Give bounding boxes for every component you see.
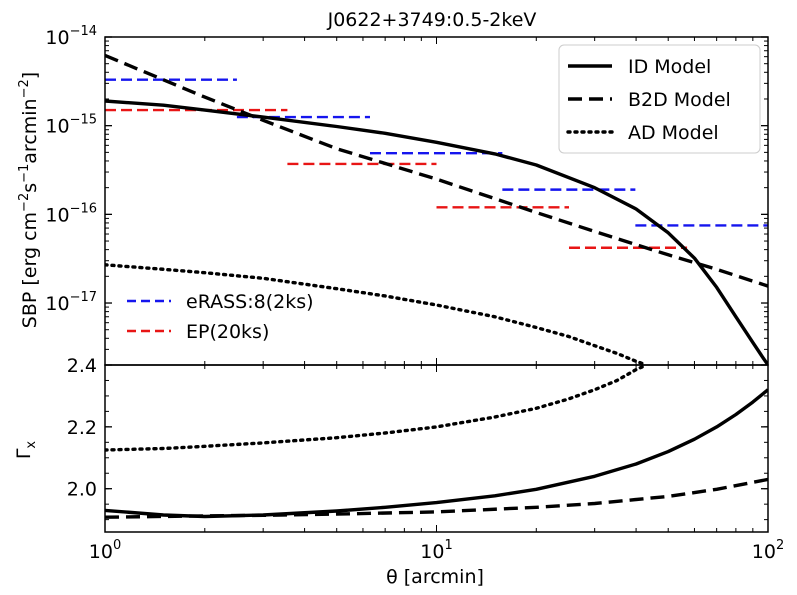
legend-label-obs: eRASS:8(2ks) <box>186 291 314 313</box>
top-data-layer <box>105 53 768 365</box>
bottom-panel-frame <box>104 364 769 533</box>
top-series-ad-model <box>105 263 649 365</box>
bottom-data-layer <box>105 365 768 519</box>
bottom-y-tick-label: 2.2 <box>67 417 97 439</box>
bottom-panel-plot: 2.4 2.2 2.0 100 101 102 <box>67 355 784 563</box>
bottom-y-axis-label: Γx <box>13 441 39 460</box>
bottom-y-tick-label: 2.0 <box>67 479 97 501</box>
x-tick-label: 100 <box>89 538 121 563</box>
x-tick-label: 101 <box>420 538 452 563</box>
chart-title: J0622+3749:0.5-2keV <box>327 9 537 31</box>
bottom-series-b2d-model <box>105 477 768 519</box>
top-y-tick-label: 10−14 <box>45 24 97 49</box>
top-y-tick-label: 10−15 <box>45 113 97 138</box>
top-series-b2d-model <box>105 53 768 288</box>
legend-label-b2d-model: B2D Model <box>628 89 731 111</box>
gamma-subscript: x <box>24 441 39 449</box>
top-y-tick-label: 10−16 <box>45 201 97 226</box>
top-y-axis-label: SBP [erg cm−2s−1arcmin−2] <box>17 72 41 328</box>
observation-legend: eRASS:8(2ks) EP(20ks) <box>127 291 314 343</box>
x-axis-label: θ [arcmin] <box>386 566 484 588</box>
legend-label-obs: EP(20ks) <box>186 321 269 343</box>
model-legend-box <box>558 44 761 154</box>
legend-label-id-model: ID Model <box>628 56 711 78</box>
gamma-symbol: Γ <box>13 448 35 459</box>
model-legend: ID Model B2D Model AD Model <box>558 44 761 154</box>
top-y-tick-label: 10−17 <box>45 290 97 315</box>
x-tick-label: 102 <box>752 538 784 563</box>
legend-label-ad-model: AD Model <box>628 122 719 144</box>
bottom-y-tick-label: 2.4 <box>67 355 97 377</box>
top-panel-plot: 10−14 10−15 10−16 10−17 <box>45 24 769 366</box>
